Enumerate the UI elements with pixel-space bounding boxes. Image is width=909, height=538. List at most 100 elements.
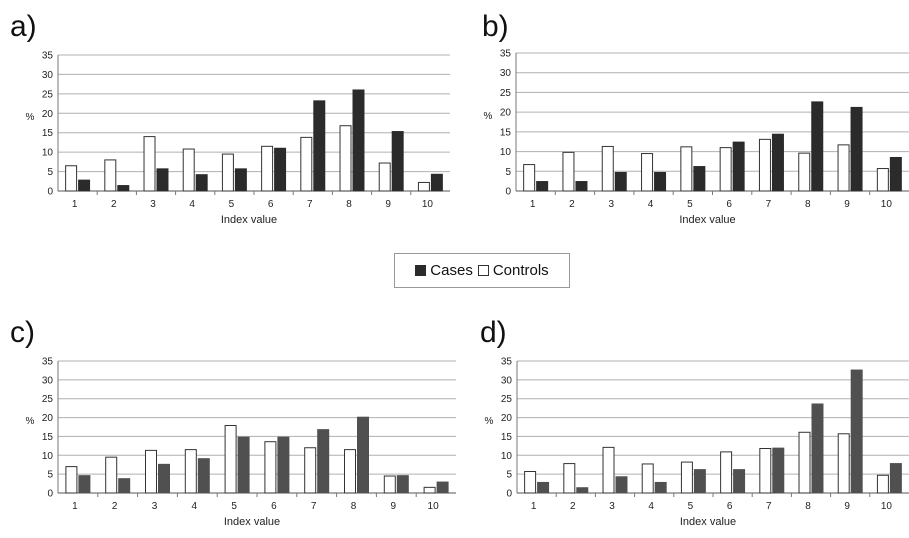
x-tick-label: 9 bbox=[844, 501, 850, 512]
bar-cases bbox=[537, 481, 550, 494]
bar-cases bbox=[615, 476, 628, 494]
bar-controls bbox=[104, 159, 117, 192]
bar-controls bbox=[876, 474, 889, 494]
bar-cases bbox=[78, 179, 91, 192]
bar-controls bbox=[378, 162, 391, 192]
bar-controls bbox=[221, 153, 234, 192]
bar-cases bbox=[274, 147, 287, 192]
x-tick-label: 10 bbox=[881, 501, 893, 512]
x-tick-label: 1 bbox=[72, 199, 78, 210]
bar-cases bbox=[78, 475, 91, 494]
bar-cases bbox=[117, 185, 130, 192]
bar-controls bbox=[601, 145, 614, 192]
x-tick-label: 5 bbox=[687, 199, 693, 210]
controls-swatch bbox=[477, 265, 489, 276]
x-tick-label: 3 bbox=[152, 501, 158, 512]
x-tick-label: 4 bbox=[189, 199, 195, 210]
x-tick-label: 7 bbox=[311, 501, 317, 512]
x-tick-label: 3 bbox=[609, 501, 615, 512]
y-tick-label: 10 bbox=[42, 451, 54, 462]
bar-cases bbox=[614, 171, 627, 192]
bar-controls bbox=[758, 138, 771, 192]
panel-letter: b) bbox=[482, 10, 509, 43]
bar-controls bbox=[759, 447, 772, 494]
x-tick-label: 4 bbox=[648, 501, 654, 512]
panel-letter: c) bbox=[10, 316, 35, 349]
y-tick-label: 25 bbox=[501, 394, 513, 405]
bar-controls bbox=[339, 125, 352, 192]
cases-swatch bbox=[415, 265, 427, 276]
bar-cases bbox=[118, 478, 131, 494]
y-tick-label: 30 bbox=[42, 70, 54, 81]
bar-controls bbox=[680, 461, 693, 494]
legend-label-cases: Cases bbox=[430, 262, 473, 279]
x-tick-label: 1 bbox=[530, 199, 536, 210]
x-tick-label: 9 bbox=[391, 501, 397, 512]
bar-controls bbox=[563, 463, 576, 494]
bar-cases bbox=[195, 174, 208, 192]
y-tick-label: 25 bbox=[42, 89, 54, 100]
bar-controls bbox=[304, 447, 317, 494]
chart-panel-b: b) 0 5 10 15 20 25 30 35% 1 2 3 4 5 6 7 8 9 10 Index value bbox=[460, 0, 909, 240]
y-tick-label: 10 bbox=[501, 451, 513, 462]
x-axis-label: Index value bbox=[221, 214, 277, 226]
x-tick-label: 9 bbox=[844, 199, 850, 210]
chart-panel-c: c) 0 5 10 15 20 25 30 35% 1 2 3 4 5 6 7 8 9 10 Index value bbox=[0, 300, 460, 538]
bar-cases bbox=[158, 463, 170, 494]
y-tick-label: 0 bbox=[505, 187, 511, 198]
x-tick-label: 7 bbox=[766, 501, 772, 512]
bar-cases bbox=[575, 181, 588, 192]
y-tick-label: 5 bbox=[47, 167, 53, 178]
bar-cases bbox=[693, 166, 706, 192]
bar-controls bbox=[224, 424, 237, 494]
y-tick-label: 5 bbox=[505, 167, 511, 178]
x-tick-label: 8 bbox=[346, 199, 352, 210]
bar-controls bbox=[264, 441, 277, 494]
bar-cases bbox=[436, 481, 449, 494]
x-tick-label: 5 bbox=[231, 501, 237, 512]
bar-cases bbox=[889, 156, 902, 192]
bar-controls bbox=[423, 486, 436, 494]
y-tick-label: 20 bbox=[42, 413, 54, 424]
y-axis-label: % bbox=[484, 111, 493, 122]
bar-cases bbox=[536, 181, 549, 192]
bar-cases bbox=[693, 469, 706, 494]
bar-controls bbox=[798, 152, 811, 192]
bar-cases bbox=[313, 100, 326, 192]
bar-cases bbox=[156, 168, 169, 192]
bar-controls bbox=[837, 144, 850, 192]
x-tick-label: 2 bbox=[112, 501, 118, 512]
bar-cases bbox=[430, 173, 443, 192]
bar-controls bbox=[65, 466, 78, 494]
bar-cases bbox=[352, 89, 365, 192]
y-tick-label: 35 bbox=[42, 51, 54, 62]
legend-item-controls: Controls bbox=[477, 262, 549, 279]
bar-controls bbox=[641, 153, 654, 192]
x-tick-label: 6 bbox=[271, 501, 277, 512]
bar-controls bbox=[300, 136, 313, 192]
x-tick-label: 8 bbox=[805, 501, 811, 512]
y-tick-label: 20 bbox=[42, 109, 54, 120]
x-axis-label: Index value bbox=[680, 516, 736, 528]
bar-chart: 0 5 10 15 20 25 30 35% 1 2 3 4 5 6 7 8 9 10 Index value bbox=[26, 51, 450, 226]
y-tick-label: 35 bbox=[501, 357, 513, 368]
x-tick-label: 7 bbox=[766, 199, 772, 210]
y-tick-label: 10 bbox=[500, 147, 512, 158]
bar-cases bbox=[850, 369, 863, 494]
legend-label-controls: Controls bbox=[492, 262, 549, 279]
bar-controls bbox=[105, 456, 118, 494]
bar-cases bbox=[733, 469, 746, 494]
bar-controls bbox=[720, 451, 733, 494]
bar-cases bbox=[234, 168, 247, 192]
bar-cases bbox=[391, 131, 404, 192]
y-tick-label: 30 bbox=[500, 68, 512, 79]
y-tick-label: 5 bbox=[506, 470, 512, 481]
bar-chart: 0 5 10 15 20 25 30 35% 1 2 3 4 5 6 7 8 9 10 Index value bbox=[485, 357, 909, 528]
x-tick-label: 1 bbox=[72, 501, 78, 512]
bar-controls bbox=[798, 431, 811, 494]
bar-controls bbox=[562, 151, 575, 192]
panel-letter: d) bbox=[480, 316, 507, 349]
x-tick-label: 8 bbox=[351, 501, 357, 512]
bar-cases bbox=[357, 416, 369, 494]
y-tick-label: 0 bbox=[47, 489, 53, 500]
